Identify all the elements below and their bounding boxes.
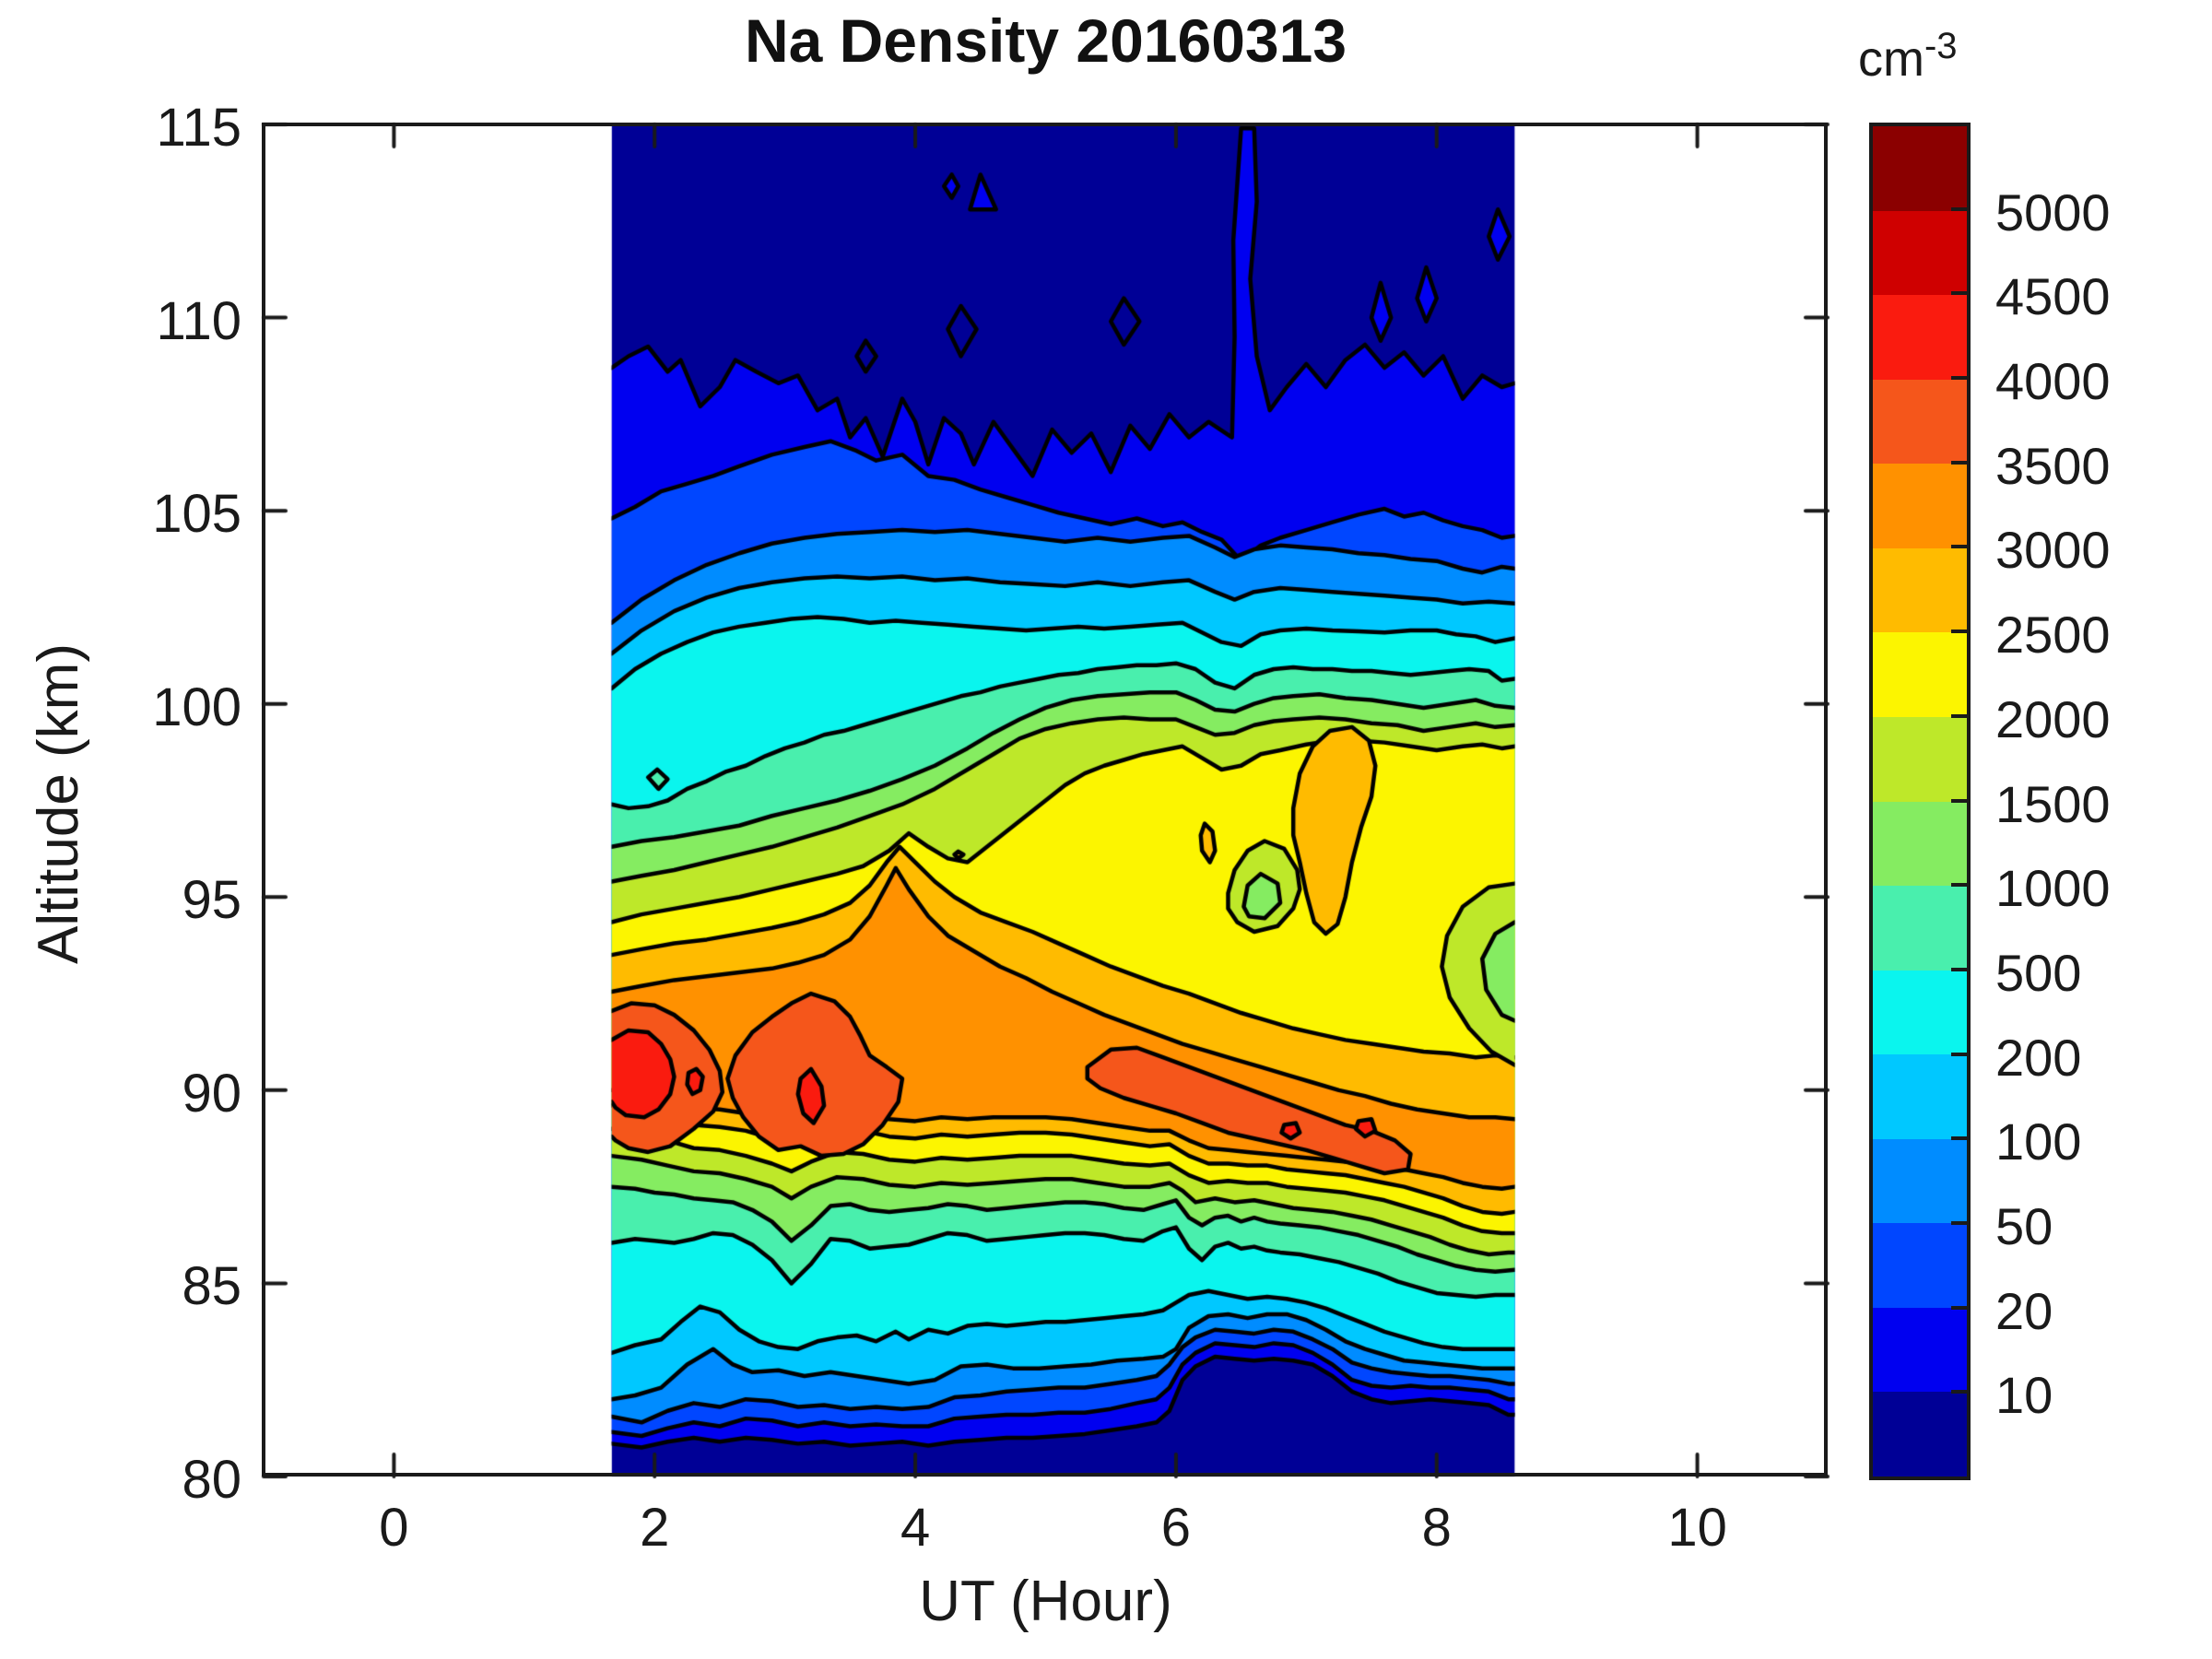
colorbar-tick-mark (1951, 967, 1967, 971)
colorbar-tick-mark (1951, 1390, 1967, 1394)
colorbar-tick-label-3000: 3000 (1995, 521, 2111, 580)
colorbar-tick-label-3500: 3500 (1995, 436, 2111, 495)
x-tick-label-6: 6 (1160, 1498, 1192, 1558)
x-tick-label-4: 4 (900, 1498, 931, 1558)
colorbar-tick-label-10: 10 (1995, 1366, 2053, 1425)
y-tick-label-85: 85 (182, 1256, 241, 1317)
colorbar-tick-mark (1951, 206, 1967, 211)
colorbar-tick-label-2000: 2000 (1995, 689, 2111, 748)
colorbar-cell-13 (1873, 295, 1967, 380)
colorbar-cell-0 (1873, 1392, 1967, 1477)
colorbar-tick-mark (1951, 629, 1967, 634)
colorbar-tick-mark (1951, 713, 1967, 718)
colorbar-cell-10 (1873, 547, 1967, 633)
y-tick-label-90: 90 (182, 1063, 241, 1124)
colorbar-cell-9 (1873, 632, 1967, 717)
chart-title: Na Density 20160313 (744, 6, 1347, 75)
colorbar (1869, 123, 1971, 1480)
colorbar-tick-label-50: 50 (1995, 1196, 2053, 1255)
colorbar-cell-6 (1873, 886, 1967, 971)
colorbar-cell-11 (1873, 464, 1967, 548)
colorbar-tick-mark (1951, 1220, 1967, 1225)
y-tick-label-100: 100 (152, 677, 241, 737)
colorbar-tick-mark (1951, 376, 1967, 381)
y-tick-label-105: 105 (152, 484, 241, 545)
colorbar-tick-label-500: 500 (1995, 943, 2082, 1002)
plot-box (262, 123, 1828, 1477)
colorbar-tick-label-1500: 1500 (1995, 774, 2111, 833)
colorbar-tick-mark (1951, 460, 1967, 465)
colorbar-tick-label-200: 200 (1995, 1028, 2082, 1087)
colorbar-tick-mark (1951, 1136, 1967, 1141)
y-axis-label: Altitude (km) (27, 643, 90, 964)
colorbar-tick-mark (1951, 798, 1967, 803)
colorbar-tick-mark (1951, 883, 1967, 888)
colorbar-tick-label-100: 100 (1995, 1112, 2082, 1171)
y-tick-label-115: 115 (156, 98, 241, 158)
x-tick-label-2: 2 (640, 1498, 670, 1558)
colorbar-cell-4 (1873, 1054, 1967, 1139)
colorbar-cell-15 (1873, 126, 1967, 211)
colorbar-tick-label-2500: 2500 (1995, 606, 2111, 665)
colorbar-tick-mark (1951, 1052, 1967, 1056)
colorbar-unit-label: cm-3 (1858, 26, 1958, 88)
x-tick-label-8: 8 (1421, 1498, 1452, 1558)
y-tick-label-80: 80 (182, 1450, 241, 1510)
colorbar-unit-exponent: -3 (1924, 26, 1958, 66)
colorbar-tick-mark (1951, 1305, 1967, 1310)
colorbar-cell-3 (1873, 1138, 1967, 1224)
colorbar-tick-label-20: 20 (1995, 1281, 2053, 1340)
colorbar-cell-2 (1873, 1223, 1967, 1308)
y-tick-label-110: 110 (156, 290, 241, 351)
x-axis-label: UT (Hour) (919, 1570, 1172, 1633)
colorbar-cell-7 (1873, 801, 1967, 887)
colorbar-tick-label-5000: 5000 (1995, 182, 2111, 241)
colorbar-cell-1 (1873, 1307, 1967, 1393)
colorbar-unit-base: cm (1858, 31, 1924, 87)
colorbar-cell-12 (1873, 379, 1967, 465)
y-tick-label-95: 95 (182, 870, 241, 931)
colorbar-tick-mark (1951, 545, 1967, 549)
colorbar-cell-14 (1873, 210, 1967, 296)
colorbar-tick-mark (1951, 291, 1967, 296)
colorbar-tick-label-4500: 4500 (1995, 267, 2111, 326)
colorbar-tick-label-4000: 4000 (1995, 352, 2111, 411)
colorbar-tick-label-1000: 1000 (1995, 859, 2111, 918)
colorbar-cell-5 (1873, 970, 1967, 1055)
x-tick-label-10: 10 (1667, 1498, 1727, 1558)
colorbar-cell-8 (1873, 716, 1967, 802)
x-tick-label-0: 0 (379, 1498, 409, 1558)
